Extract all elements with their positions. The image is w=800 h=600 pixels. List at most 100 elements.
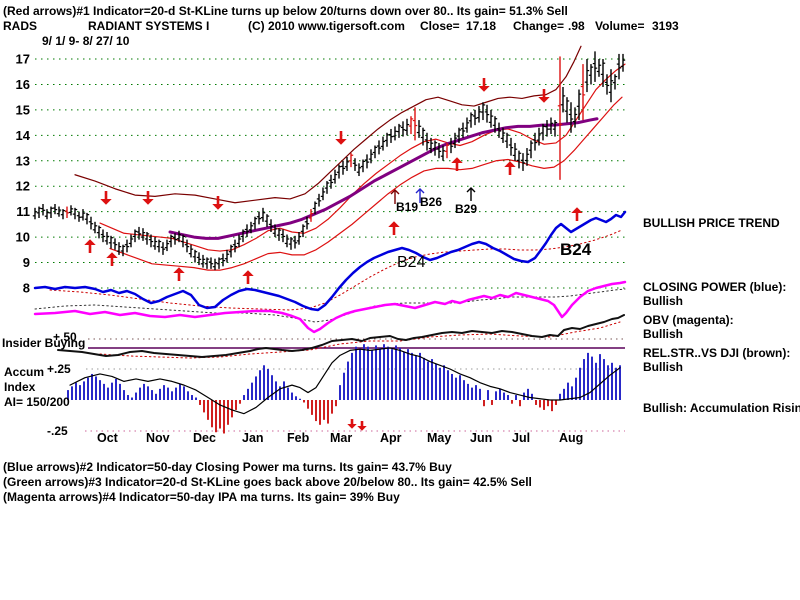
price-bar — [516, 150, 522, 169]
price-bar — [396, 123, 402, 138]
price-bar — [124, 239, 130, 253]
close-label: Close= — [420, 19, 460, 33]
ticker-symbol: RADS — [3, 19, 38, 33]
price-bar — [172, 233, 178, 245]
price-bar — [440, 145, 446, 161]
price-bar — [224, 249, 230, 263]
price-bar — [528, 140, 534, 159]
price-bar — [116, 242, 122, 255]
price-bar — [228, 244, 234, 258]
price-bar — [32, 207, 38, 220]
price-bar — [376, 140, 382, 155]
price-bar — [620, 53, 626, 72]
price-bar-signal — [64, 206, 70, 218]
price-bar — [616, 53, 622, 80]
price-bar — [304, 216, 310, 230]
y-axis-label: 8 — [23, 280, 30, 295]
price-bar — [320, 187, 326, 201]
price-bar — [60, 209, 66, 220]
price-bar — [248, 221, 254, 234]
price-bar-signal — [444, 142, 450, 159]
buy-signal-arrow — [504, 161, 516, 167]
buy-signal-arrow — [242, 270, 254, 276]
pane-label-index: Index — [4, 380, 36, 394]
price-bar — [436, 142, 442, 159]
price-bar — [72, 207, 78, 220]
price-bar — [52, 204, 58, 215]
x-axis-month-label: Dec — [193, 431, 216, 445]
price-bar — [132, 229, 138, 243]
signal-annotation-b24: B24 — [397, 254, 426, 271]
price-bar — [104, 231, 110, 245]
signal-annotation-b19: B19 — [396, 200, 418, 214]
price-bar — [128, 234, 134, 248]
price-bar — [288, 237, 294, 250]
price-bar — [284, 234, 290, 248]
sell-signal-arrow — [478, 86, 490, 92]
x-axis-month-label: Oct — [97, 431, 119, 445]
price-bar — [544, 120, 550, 137]
price-bar — [264, 214, 270, 227]
sell-signal-arrow — [538, 97, 550, 103]
x-axis-month-label: Jul — [512, 431, 530, 445]
x-axis-month-label: Aug — [559, 431, 583, 445]
closing-power-status: Bullish — [643, 294, 684, 308]
signal-line-2: (Blue arrows)#2 Indicator=50-day Closing… — [3, 460, 452, 474]
y-axis-label: 9 — [23, 255, 30, 270]
sell-signal-arrow — [212, 204, 224, 210]
price-bar — [476, 106, 482, 123]
volume-label: Volume= — [595, 19, 645, 33]
price-bar-signal — [408, 116, 414, 135]
accum-scale-label: +.50 — [53, 330, 77, 344]
sell-signal-arrow — [335, 139, 347, 145]
price-bar — [212, 258, 218, 271]
price-bar — [120, 244, 126, 257]
price-bar — [152, 237, 158, 250]
price-bar — [164, 239, 170, 252]
price-bar — [496, 122, 502, 138]
price-bar — [332, 169, 338, 184]
price-bar — [144, 231, 150, 245]
sell-signal-arrow — [142, 199, 154, 205]
accum-scale-label: +.25 — [47, 362, 71, 376]
pane-label-accum: Accum — [4, 365, 44, 379]
price-bar — [260, 207, 266, 222]
price-bar — [480, 102, 486, 121]
accum-scale-label: -.25 — [47, 424, 68, 438]
price-bar — [584, 59, 590, 93]
price-bar — [148, 234, 154, 248]
price-bar — [300, 224, 306, 238]
price-bar — [564, 97, 570, 123]
y-axis-label: 12 — [16, 179, 30, 194]
price-bar — [252, 216, 258, 230]
pane-label-ai-150-200: AI= 150/200 — [4, 395, 70, 409]
price-bar — [276, 228, 282, 241]
y-axis-label: 17 — [16, 52, 30, 67]
signal-line-3: (Green arrows)#3 Indicator=20-d St-KLine… — [3, 475, 532, 489]
price-bar — [536, 127, 542, 146]
price-bar — [420, 127, 426, 146]
obv-status: Bullish — [643, 327, 684, 341]
pane-label-insider-buying: Insider Buying — [2, 336, 85, 350]
price-bar — [92, 221, 98, 234]
price-bar — [272, 224, 278, 238]
price-bar — [84, 212, 90, 225]
price-bar — [196, 252, 202, 266]
price-bar — [460, 122, 466, 138]
price-bar — [48, 206, 54, 218]
price-bar — [44, 209, 50, 220]
rs-ma-dotted-line — [99, 321, 621, 359]
price-bar — [492, 116, 498, 133]
price-bar — [216, 257, 222, 269]
signal-annotation-b26: B26 — [420, 195, 442, 209]
price-bar — [568, 102, 574, 133]
price-bar — [364, 154, 370, 169]
price-bar — [368, 149, 374, 164]
price-bar — [472, 109, 478, 126]
price-bar — [96, 225, 102, 239]
price-bar — [508, 137, 514, 156]
price-bar — [76, 211, 82, 222]
price-bars — [32, 51, 626, 271]
price-bar — [452, 132, 458, 149]
